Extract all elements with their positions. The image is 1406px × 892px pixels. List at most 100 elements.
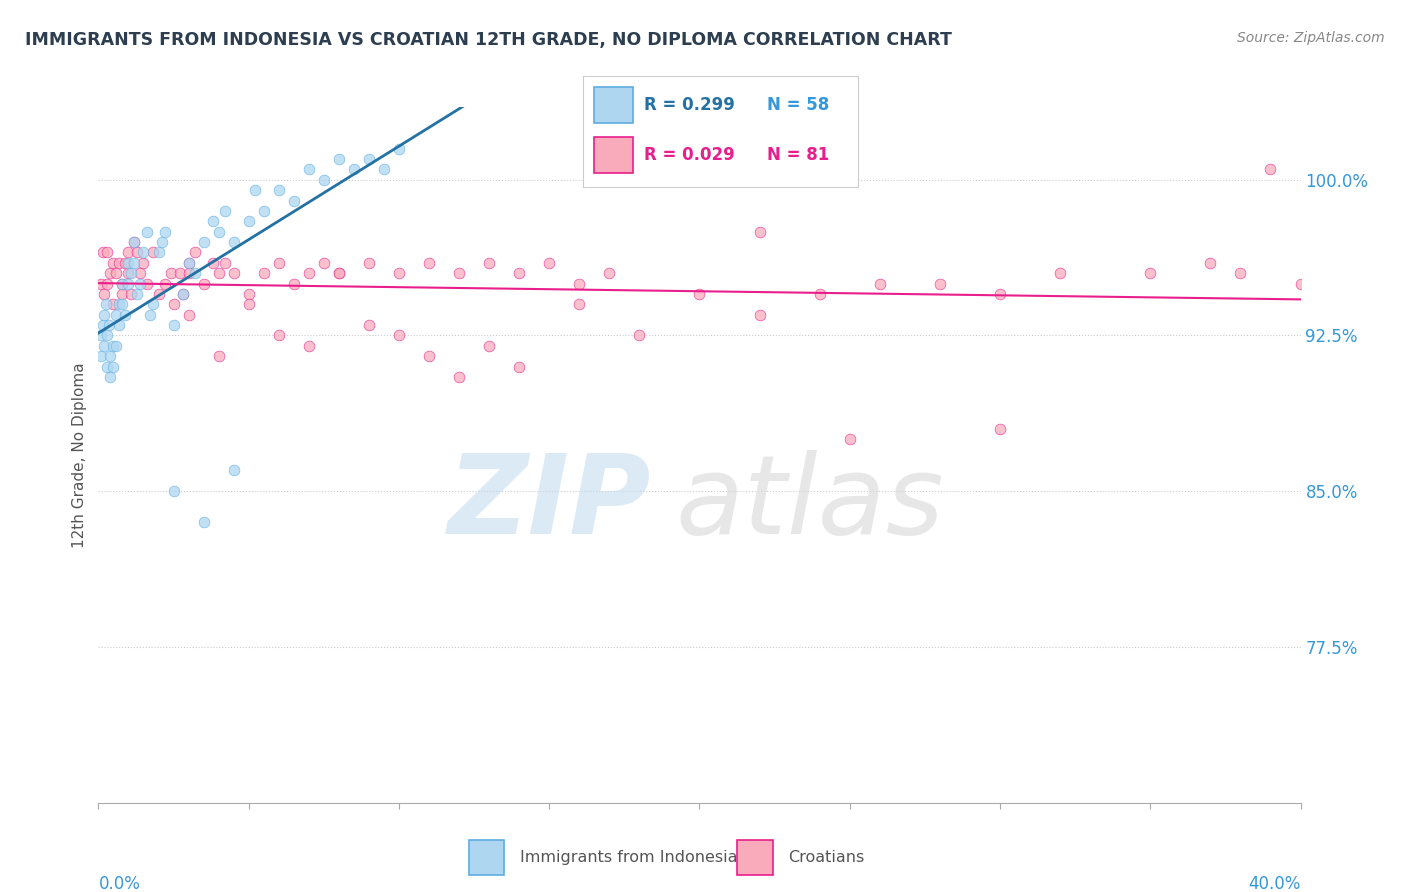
Point xyxy=(93,287,115,301)
Point xyxy=(312,172,335,186)
Point xyxy=(208,225,231,239)
Point xyxy=(96,359,118,374)
Point xyxy=(172,287,194,301)
Point xyxy=(538,256,561,270)
Point xyxy=(124,235,146,249)
Text: 40.0%: 40.0% xyxy=(1249,875,1301,892)
Point xyxy=(748,225,770,239)
Point xyxy=(114,308,136,322)
Point xyxy=(267,183,290,197)
Point xyxy=(243,183,266,197)
Point xyxy=(222,235,245,249)
Point xyxy=(127,287,149,301)
Point xyxy=(388,142,411,156)
Point xyxy=(988,287,1011,301)
Point xyxy=(238,297,260,311)
Point xyxy=(129,266,152,280)
Point xyxy=(869,277,891,291)
Point xyxy=(598,266,620,280)
Point xyxy=(108,256,131,270)
Point xyxy=(283,277,305,291)
Point xyxy=(93,308,115,322)
Point xyxy=(90,349,112,363)
Point xyxy=(838,433,860,447)
Point xyxy=(117,266,139,280)
Point xyxy=(159,266,181,280)
Point xyxy=(568,297,591,311)
Point xyxy=(111,277,134,291)
Point xyxy=(478,339,501,353)
Point xyxy=(135,225,157,239)
Point xyxy=(96,245,118,260)
Point xyxy=(172,287,194,301)
Text: atlas: atlas xyxy=(675,450,943,558)
Point xyxy=(141,297,163,311)
Point xyxy=(150,235,173,249)
Point xyxy=(132,245,155,260)
Point xyxy=(1199,256,1222,270)
Point xyxy=(201,256,224,270)
Point xyxy=(100,370,122,384)
Point xyxy=(103,359,125,374)
Point xyxy=(111,297,134,311)
Point xyxy=(988,422,1011,436)
Point xyxy=(162,318,184,332)
Point xyxy=(121,287,143,301)
Point xyxy=(90,328,112,343)
Y-axis label: 12th Grade, No Diploma: 12th Grade, No Diploma xyxy=(72,362,87,548)
Point xyxy=(418,349,440,363)
Point xyxy=(91,245,114,260)
Point xyxy=(94,297,117,311)
Point xyxy=(222,266,245,280)
Point xyxy=(138,308,160,322)
Point xyxy=(357,318,380,332)
Point xyxy=(153,277,176,291)
Point xyxy=(388,328,411,343)
Point xyxy=(508,359,530,374)
Point xyxy=(193,277,215,291)
Point xyxy=(201,214,224,228)
Text: R = 0.299: R = 0.299 xyxy=(644,95,735,114)
Point xyxy=(111,287,134,301)
Point xyxy=(148,287,170,301)
Point xyxy=(93,339,115,353)
Point xyxy=(808,287,831,301)
Point xyxy=(105,266,128,280)
Point xyxy=(183,266,205,280)
Point xyxy=(568,277,591,291)
Point xyxy=(267,256,290,270)
Bar xyxy=(595,87,633,122)
Point xyxy=(193,516,215,530)
Point xyxy=(298,339,321,353)
Point xyxy=(508,266,530,280)
Point xyxy=(135,277,157,291)
Point xyxy=(177,308,200,322)
Point xyxy=(628,328,651,343)
Point xyxy=(328,152,350,166)
Point xyxy=(328,266,350,280)
Point xyxy=(222,463,245,477)
Point xyxy=(183,245,205,260)
Point xyxy=(1139,266,1161,280)
Text: Immigrants from Indonesia: Immigrants from Indonesia xyxy=(520,850,737,864)
Bar xyxy=(470,840,505,875)
Point xyxy=(121,266,143,280)
Bar xyxy=(737,840,773,875)
Point xyxy=(97,318,120,332)
Point xyxy=(328,266,350,280)
Text: R = 0.029: R = 0.029 xyxy=(644,146,734,164)
Text: Croatians: Croatians xyxy=(787,850,865,864)
Point xyxy=(343,162,366,177)
Point xyxy=(117,245,139,260)
Point xyxy=(298,162,321,177)
Text: Source: ZipAtlas.com: Source: ZipAtlas.com xyxy=(1237,31,1385,45)
Point xyxy=(1289,277,1312,291)
Point xyxy=(177,266,200,280)
Point xyxy=(108,297,131,311)
Point xyxy=(388,266,411,280)
Point xyxy=(373,162,395,177)
Point xyxy=(127,245,149,260)
Point xyxy=(312,256,335,270)
Point xyxy=(129,277,152,291)
Point xyxy=(117,277,139,291)
